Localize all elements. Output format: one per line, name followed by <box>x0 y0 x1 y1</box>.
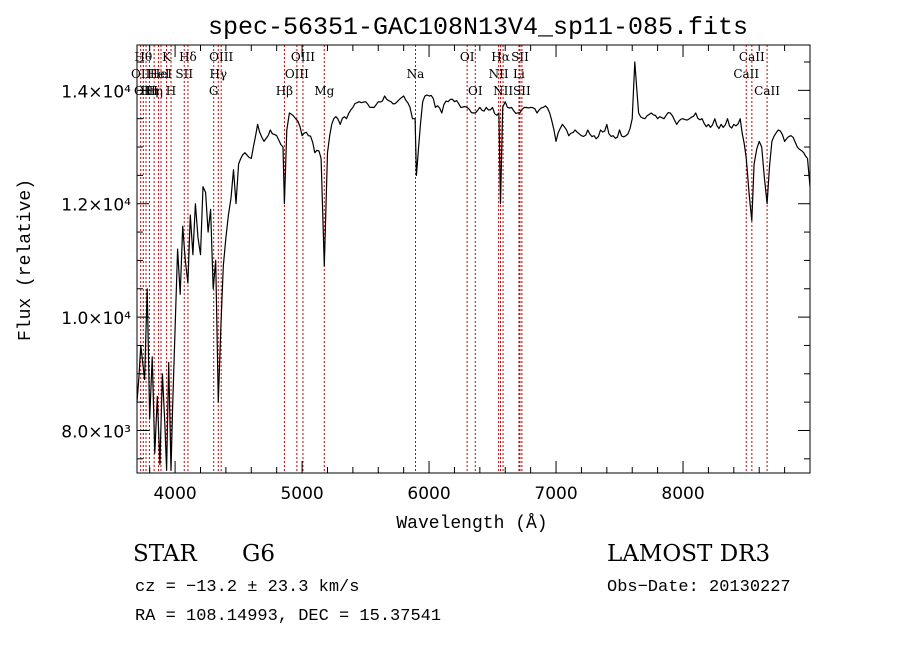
line-label-7: K <box>162 50 172 64</box>
redshift-label: cz = −13.2 ± 23.3 km/s <box>135 578 359 597</box>
line-label-8: H <box>166 84 176 98</box>
object-subclass-label: G6 <box>242 541 275 567</box>
emission-line-markers <box>140 45 768 473</box>
obs-date-label: Obs−Date: 20130227 <box>607 578 791 597</box>
line-label-15: OIII <box>285 67 309 81</box>
line-label-14: Hβ <box>276 84 293 98</box>
line-label-6: HeI <box>150 67 173 81</box>
plot-frame <box>136 44 811 474</box>
x-axis: 4000 5000 6000 7000 8000 <box>149 45 786 504</box>
x-tick-label-4: 8000 <box>661 484 704 504</box>
line-label-21: NII <box>489 67 509 81</box>
emission-line-labels: OIIHθOIIIHηHηHeIHeIKHSIIHδGHγOIIIHβOIIIO… <box>131 50 780 98</box>
y-tick-label-1: 1.0×10⁴ <box>61 309 131 329</box>
line-label-16: OIII <box>291 50 315 64</box>
x-tick-label-2: 6000 <box>407 484 450 504</box>
chart-title: spec-56351-GAC108N13V4_sp11-085.fits <box>208 13 748 42</box>
survey-label: LAMOST DR3 <box>607 541 770 567</box>
line-label-23: NII <box>493 84 513 98</box>
y-axis-label: Flux (relative) <box>16 179 36 341</box>
coordinates-label: RA = 108.14993, DEC = 15.37541 <box>135 607 441 626</box>
y-axis: 8.0×10³ 1.0×10⁴ 1.2×10⁴ 1.4×10⁴ <box>61 61 810 460</box>
x-tick-label-1: 5000 <box>280 484 323 504</box>
y-tick-label-0: 8.0×10³ <box>61 422 131 442</box>
line-label-24: Li <box>513 67 525 81</box>
line-label-19: OI <box>460 50 475 64</box>
spectrum-series-line <box>136 61 811 471</box>
line-label-20: OI <box>468 84 483 98</box>
line-label-26: SII <box>513 84 531 98</box>
line-label-29: CaII <box>754 84 780 98</box>
x-tick-label-0: 4000 <box>153 484 196 504</box>
line-label-2: OIII <box>134 84 158 98</box>
line-label-27: CaII <box>733 67 759 81</box>
line-label-25: SII <box>511 50 529 64</box>
y-tick-label-2: 1.2×10⁴ <box>61 196 131 216</box>
line-label-4: Hη <box>145 84 163 98</box>
line-label-9: SII <box>175 67 193 81</box>
line-label-28: CaII <box>739 50 765 64</box>
x-tick-label-3: 7000 <box>534 484 577 504</box>
line-label-17: Mg <box>314 84 334 98</box>
line-label-3: Hη <box>141 84 159 98</box>
line-label-5: HeI <box>147 67 170 81</box>
line-label-12: Hγ <box>209 67 227 81</box>
line-label-18: Na <box>407 67 425 81</box>
line-label-1: Hθ <box>134 50 152 64</box>
line-label-13: OIII <box>209 50 233 64</box>
line-label-11: G <box>209 84 219 98</box>
line-label-0: OII <box>131 67 151 81</box>
line-label-10: Hδ <box>179 50 197 64</box>
y-tick-label-3: 1.4×10⁴ <box>61 82 131 102</box>
line-label-22: Hα <box>491 50 510 64</box>
x-axis-label: Wavelength (Å) <box>396 513 547 534</box>
object-class-label: STAR <box>133 541 197 567</box>
